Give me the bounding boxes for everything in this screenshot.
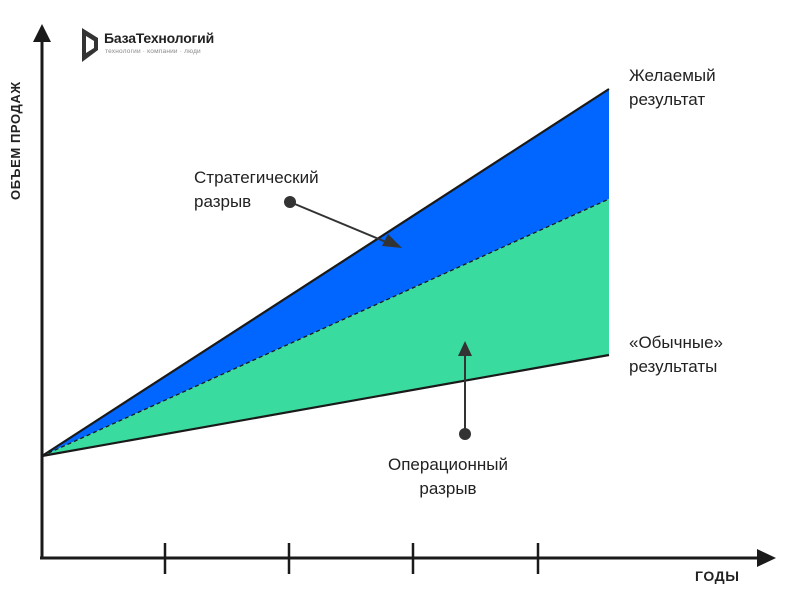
strategic-pointer-line: [289, 201, 387, 243]
y-axis-arrow: [33, 24, 51, 42]
strategic-pointer-arrowhead: [382, 234, 402, 248]
desired-result-line: [41, 88, 610, 457]
y-axis-label: ОБЪЕМ ПРОДАЖ: [8, 81, 23, 200]
logo-mark-icon: [82, 28, 98, 62]
desired-result-label: Желаемый результат: [629, 66, 716, 109]
x-axis-label: ГОДЫ: [695, 568, 740, 584]
operational-pointer-arrowhead: [458, 341, 472, 356]
middle-boundary-line: [41, 198, 610, 457]
strategic-gap-label: Стратегический разрыв: [194, 168, 319, 211]
logo-name: БазаТехнологий: [104, 30, 214, 46]
logo: БазаТехнологий технологии · компании · л…: [80, 24, 250, 66]
operational-gap-label: Операционный разрыв: [388, 455, 508, 498]
logo-tagline: технологии · компании · люди: [105, 48, 201, 55]
usual-results-label: «Обычные» результаты: [629, 333, 724, 376]
usual-result-line: [41, 353, 610, 458]
x-axis-arrow: [757, 549, 776, 567]
